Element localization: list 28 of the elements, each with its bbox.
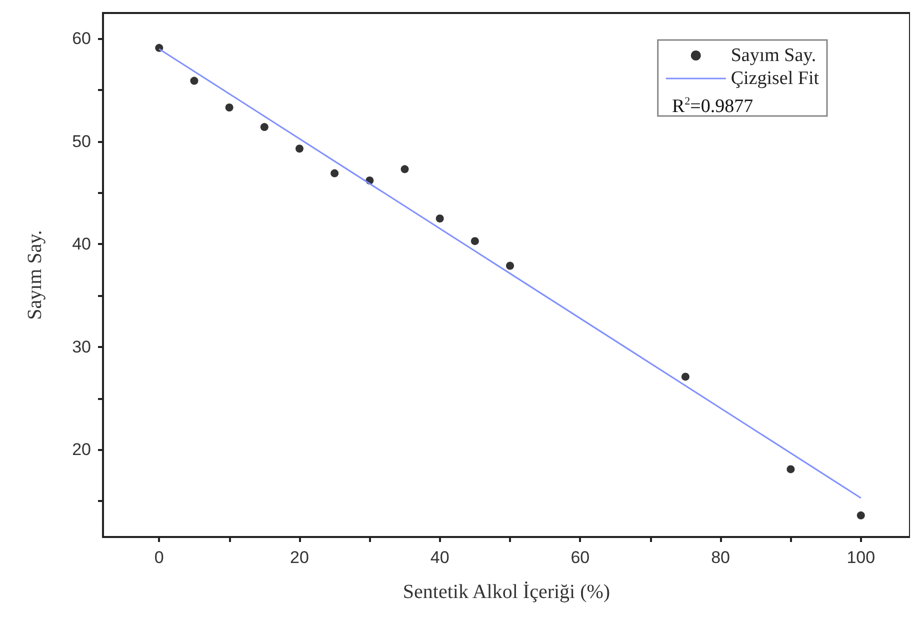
point <box>260 123 268 132</box>
y-tick-label: 30 <box>72 337 91 356</box>
point <box>190 76 198 85</box>
x-tick-label: 0 <box>154 548 164 567</box>
y-tick-label: 20 <box>72 440 91 460</box>
point <box>470 237 479 246</box>
point <box>330 169 339 178</box>
y-tick-label: 50 <box>72 132 91 151</box>
point <box>225 104 234 112</box>
x-axis-title: Sentetik Alkol İçeriği (%) <box>402 581 610 603</box>
x-tick-label: 20 <box>290 548 309 567</box>
point <box>856 511 865 520</box>
point <box>400 165 409 174</box>
point <box>295 144 304 153</box>
x-tick-label: 80 <box>711 548 730 567</box>
point <box>681 372 690 381</box>
legend-label: Sayım Say. <box>730 45 816 66</box>
y-axis-title: Sayım Say. <box>24 230 46 320</box>
point <box>786 465 795 474</box>
y-tick-label: 60 <box>72 29 91 48</box>
x-tick-label: 60 <box>570 548 590 567</box>
point <box>436 214 444 222</box>
x-tick-label: 100 <box>846 548 876 567</box>
point <box>506 262 514 270</box>
y-tick-label: 40 <box>72 234 91 254</box>
legend-label: Çizgisel Fit <box>730 68 820 89</box>
x-tick-label: 40 <box>430 548 450 567</box>
point <box>155 44 164 52</box>
